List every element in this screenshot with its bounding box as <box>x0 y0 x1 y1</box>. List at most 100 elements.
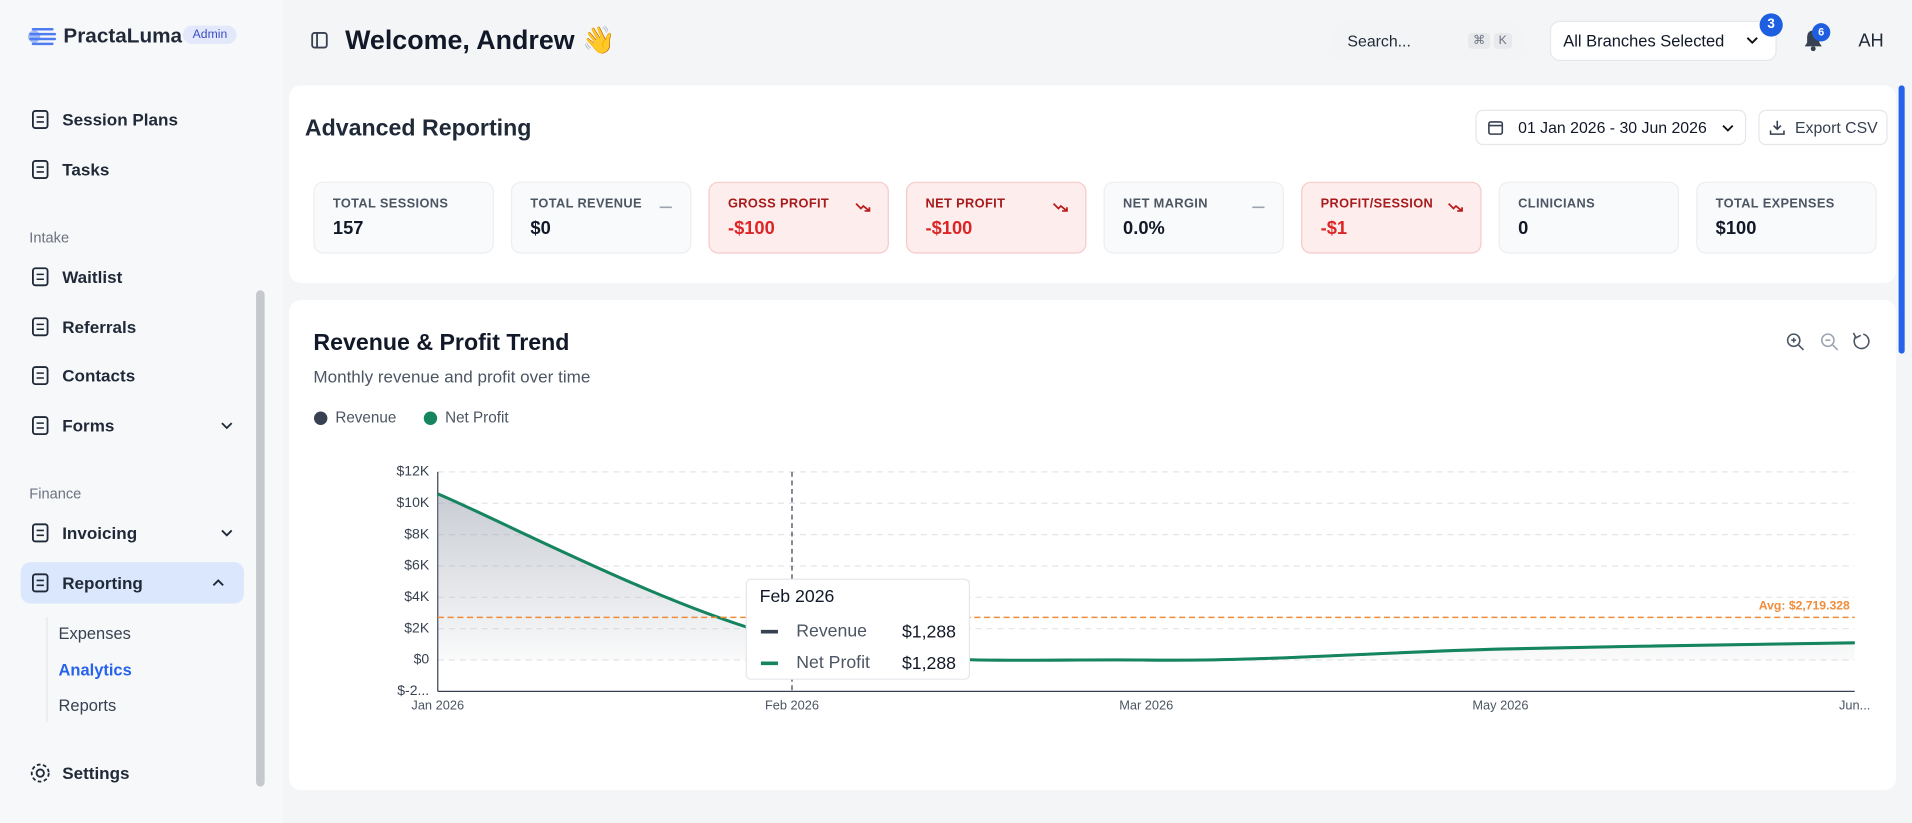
nav-label: Waitlist <box>62 267 123 287</box>
kpi-value: 0.0% <box>1123 218 1165 240</box>
x-tick-label: Feb 2026 <box>765 697 819 712</box>
brand-name: PractaLuma <box>63 24 183 48</box>
legend-label: Revenue <box>335 409 396 426</box>
report-title: Advanced Reporting <box>304 115 532 142</box>
welcome: Welcome, Andrew 👋 <box>345 24 616 55</box>
kpi-value: $0 <box>530 218 551 240</box>
branch-select[interactable]: All Branches Selected <box>1549 20 1777 61</box>
subnav-rail <box>46 617 48 722</box>
y-tick-label: $6K <box>404 557 430 573</box>
scrollbar <box>256 290 265 787</box>
nav-section: Intake <box>29 229 70 247</box>
nav-label: Forms <box>62 415 115 436</box>
chart-subtitle: Monthly revenue and profit over time <box>313 368 590 387</box>
kpi-card: TOTAL REVENUE $0 <box>510 181 692 254</box>
tooltip-value: $1,288 <box>902 653 956 673</box>
kpi-card: PROFIT/SESSION -$1 <box>1301 181 1482 254</box>
nav-label: Referrals <box>62 317 137 337</box>
kpi-card: CLINICIANS 0 <box>1498 181 1680 254</box>
chart-card <box>288 299 1897 791</box>
kpi-card: NET MARGIN 0.0% <box>1103 181 1285 254</box>
report-card: Advanced Reporting 01 Jan 2026 - 30 Jun … <box>288 85 1897 283</box>
logo <box>28 28 57 46</box>
kpi-card: NET PROFIT -$100 <box>906 181 1087 254</box>
kpi-trend <box>1447 198 1463 220</box>
tooltip-value: $1,288 <box>902 622 956 642</box>
area <box>437 493 1855 661</box>
kpi-value: -$1 <box>1320 218 1348 240</box>
nav-item[interactable]: Session Plans <box>29 99 244 140</box>
date-picker[interactable]: 01 Jan 2026 - 30 Jun 2026 <box>1475 109 1747 146</box>
x-tick-label: May 2026 <box>1472 697 1528 712</box>
kpi-label: TOTAL SESSIONS <box>332 196 449 211</box>
legend-label: Net Profit <box>445 409 509 426</box>
nav-item[interactable]: Waitlist <box>29 256 244 297</box>
branch-badge: 3 <box>1759 13 1783 37</box>
subnav-item[interactable]: Reports <box>58 696 117 715</box>
legend-swatch <box>423 411 438 425</box>
line <box>437 492 1855 662</box>
y-tick-label: $8K <box>404 525 430 541</box>
y-tick-label: $4K <box>404 588 430 604</box>
kpi-value: -$100 <box>925 218 973 240</box>
page-scrollbar <box>1898 85 1905 354</box>
nav-item[interactable]: Contacts <box>29 355 244 396</box>
branch-label: All Branches Selected <box>1563 31 1725 50</box>
x-tick-label: Jun... <box>1839 697 1870 712</box>
kpi-trend <box>658 198 673 220</box>
avatar[interactable]: AH <box>1858 30 1884 52</box>
nav-item[interactable]: Referrals <box>29 306 244 347</box>
zoom-controls[interactable] <box>1786 332 1870 351</box>
tooltip-name: Net Profit <box>796 652 870 672</box>
kbd: K <box>1493 32 1512 49</box>
tooltip-title: Feb 2026 <box>760 586 835 606</box>
role-badge: Admin <box>182 25 237 44</box>
nav-item[interactable]: Tasks <box>29 149 244 190</box>
kpi-trend <box>1052 198 1068 220</box>
kpi-label: NET PROFIT <box>925 196 1006 211</box>
tooltip-name: Revenue <box>796 620 867 640</box>
kpi-card: GROSS PROFIT -$100 <box>708 181 889 254</box>
export-button[interactable]: Export CSV <box>1758 109 1888 146</box>
kpi-value: $100 <box>1715 218 1757 240</box>
date-range: 01 Jan 2026 - 30 Jun 2026 <box>1518 118 1707 137</box>
kpi-label: TOTAL EXPENSES <box>1715 196 1835 211</box>
y-tick-label: $2K <box>404 619 430 635</box>
legend-swatch <box>313 411 328 425</box>
kpi-value: -$100 <box>727 218 775 240</box>
sidebar-toggle[interactable] <box>311 32 328 55</box>
nav-item[interactable]: Invoicing <box>29 512 244 553</box>
nav-label: Invoicing <box>62 523 138 543</box>
x-tick-label: Mar 2026 <box>1119 697 1173 712</box>
subnav-item[interactable]: Analytics <box>58 660 132 679</box>
kbd: ⌘ <box>1468 32 1491 49</box>
y-tick-label: $12K <box>396 463 429 479</box>
kpi-value: 157 <box>332 218 364 240</box>
nav-item[interactable]: Settings <box>29 752 130 793</box>
y-tick-label: $10K <box>396 494 429 510</box>
y-tick-label: $0 <box>414 651 430 667</box>
export-label: Export CSV <box>1794 118 1878 137</box>
nav-label: Session Plans <box>62 109 178 130</box>
search-placeholder: Search... <box>1347 31 1411 50</box>
subnav-item[interactable]: Expenses <box>58 624 131 643</box>
nav-label: Contacts <box>62 365 136 386</box>
kpi-trend <box>855 198 871 220</box>
nav-section: Finance <box>29 485 82 503</box>
kpi-card: TOTAL SESSIONS 157 <box>313 181 494 254</box>
kpi-label: PROFIT/SESSION <box>1320 196 1434 211</box>
nav-label: Reporting <box>62 573 143 593</box>
tooltip: Feb 2026 Revenue $1,288 Net Profit $1,288 <box>745 578 971 680</box>
nav-item[interactable]: Reporting <box>20 562 244 604</box>
kpi-label: TOTAL REVENUE <box>530 196 642 211</box>
x-tick-label: Jan 2026 <box>411 697 464 712</box>
nav-item[interactable]: Forms <box>29 405 244 446</box>
nav-label: Tasks <box>62 159 110 180</box>
kpi-card: TOTAL EXPENSES $100 <box>1696 181 1877 254</box>
search[interactable]: Search... ⌘ K <box>1334 21 1522 60</box>
y-tick-label: $-2... <box>397 682 429 698</box>
kpi-label: NET MARGIN <box>1123 196 1208 211</box>
chart-title: Revenue & Profit Trend <box>313 329 569 355</box>
